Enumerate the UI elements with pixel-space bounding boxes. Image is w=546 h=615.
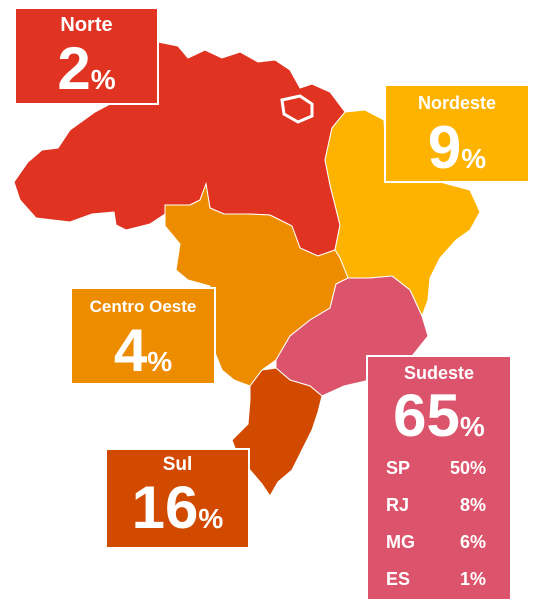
- nordeste-percentage: 9%: [386, 118, 528, 178]
- nordeste-unit: %: [461, 143, 487, 174]
- nordeste-value: 9: [427, 114, 462, 181]
- state-percentage: 1%: [459, 569, 486, 589]
- sul-percentage: 16%: [107, 478, 248, 538]
- sul-unit: %: [198, 503, 224, 534]
- centro-oeste-unit: %: [147, 346, 173, 377]
- norte-name: Norte: [60, 14, 113, 36]
- centro-oeste-value: 4: [113, 317, 148, 384]
- sul-label-box: Sul 16%: [105, 448, 250, 549]
- state-row: MG 6%: [386, 532, 486, 553]
- state-code: SP: [386, 458, 411, 478]
- nordeste-name: Nordeste: [417, 93, 497, 113]
- state-code: ES: [386, 569, 411, 589]
- nordeste-label-box: Nordeste 9%: [384, 84, 530, 183]
- state-row: SP 50%: [386, 458, 486, 479]
- centro-oeste-percentage: 4%: [72, 321, 214, 381]
- sul-value: 16: [131, 474, 199, 541]
- sul-name: Sul: [162, 454, 193, 475]
- norte-value: 2: [57, 35, 91, 102]
- state-percentage: 50%: [449, 458, 486, 478]
- state-percentage: 8%: [459, 495, 486, 515]
- norte-percentage: 2%: [16, 39, 157, 99]
- state-row: RJ 8%: [386, 495, 486, 516]
- state-percentage: 6%: [459, 532, 486, 552]
- region-sul-shape: [231, 367, 323, 497]
- state-row: ES 1%: [386, 569, 486, 590]
- sudeste-label-box: Sudeste 65% SP 50% RJ 8% MG 6% ES 1%: [366, 355, 512, 601]
- state-code: RJ: [386, 495, 410, 515]
- norte-unit: %: [90, 64, 116, 95]
- sudeste-unit: %: [459, 411, 485, 442]
- centro-oeste-label-box: Centro Oeste 4%: [70, 287, 216, 385]
- centro-oeste-name: Centro Oeste: [89, 297, 197, 316]
- marajo-island-shape: [280, 94, 314, 124]
- sudeste-states-list: SP 50% RJ 8% MG 6% ES 1%: [368, 446, 510, 590]
- sudeste-percentage: 65%: [368, 386, 510, 446]
- sudeste-value: 65: [393, 382, 460, 449]
- sudeste-name: Sudeste: [403, 363, 475, 383]
- norte-label-box: Norte 2%: [14, 7, 159, 105]
- state-code: MG: [386, 532, 415, 552]
